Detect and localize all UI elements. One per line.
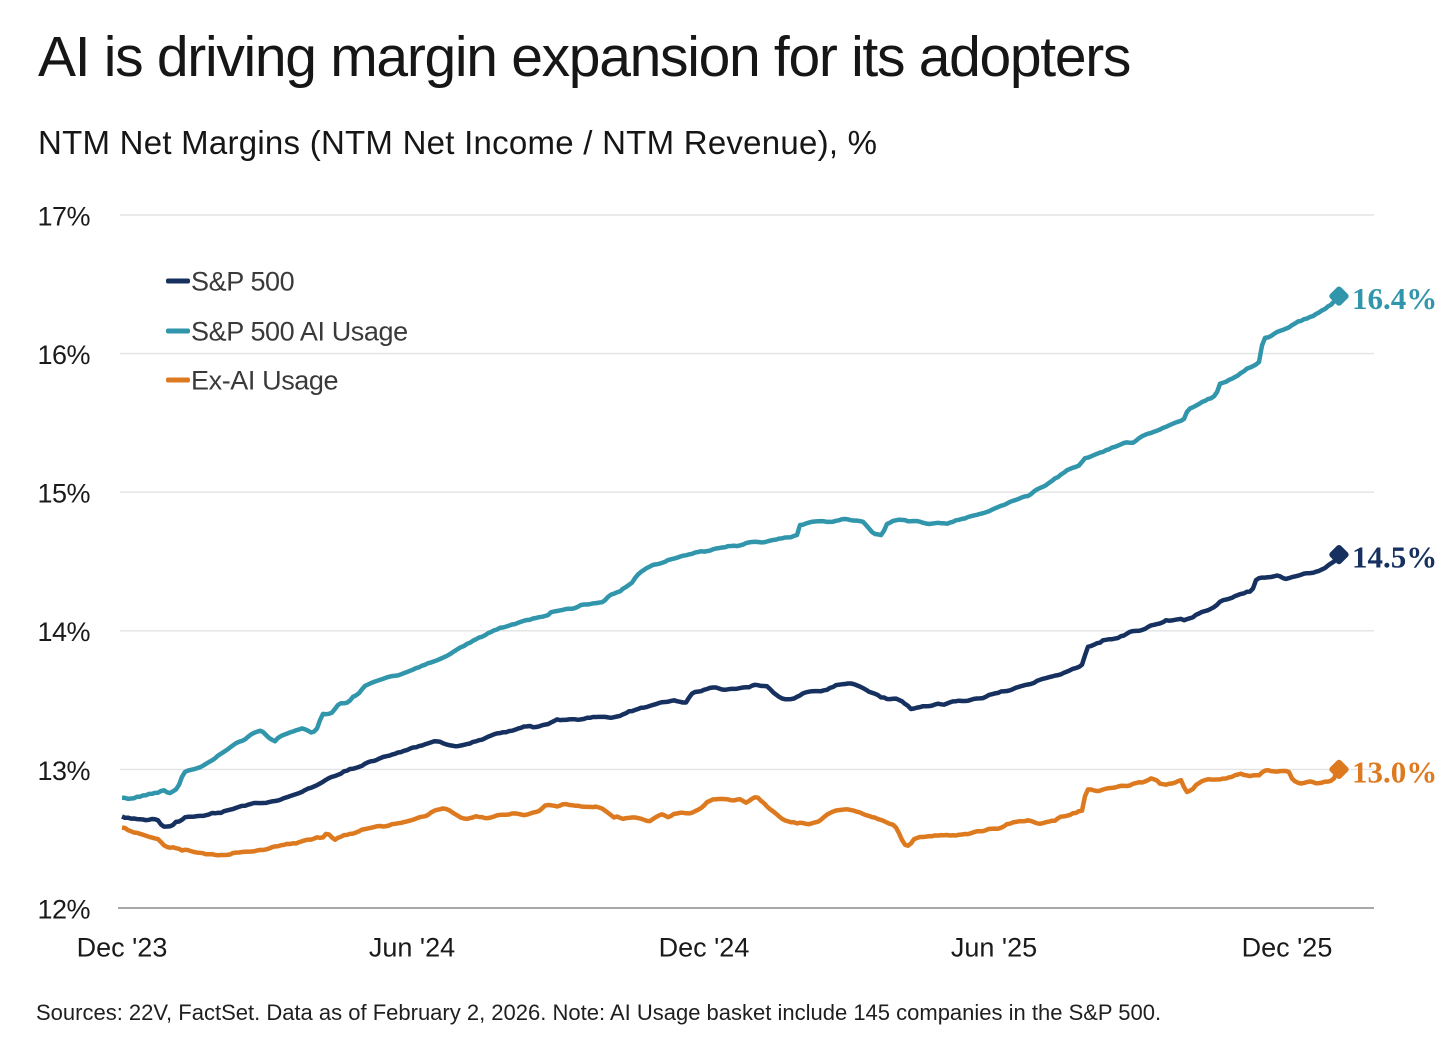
svg-text:16%: 16%: [37, 340, 90, 370]
svg-text:12%: 12%: [37, 894, 90, 924]
svg-text:15%: 15%: [37, 479, 90, 509]
svg-text:Dec '24: Dec '24: [659, 933, 750, 963]
svg-text:Jun '24: Jun '24: [369, 933, 455, 963]
svg-text:Ex-AI Usage: Ex-AI Usage: [191, 366, 338, 396]
svg-text:16.4%: 16.4%: [1352, 281, 1437, 316]
svg-text:14.5%: 14.5%: [1352, 540, 1437, 575]
svg-text:NTM Net Margins (NTM Net Incom: NTM Net Margins (NTM Net Income / NTM Re…: [38, 124, 877, 161]
svg-text:17%: 17%: [37, 201, 90, 231]
svg-text:Jun '25: Jun '25: [951, 933, 1037, 963]
svg-text:14%: 14%: [37, 617, 90, 647]
svg-text:Dec '25: Dec '25: [1242, 933, 1333, 963]
svg-text:S&P 500: S&P 500: [191, 267, 294, 297]
svg-text:S&P 500 AI Usage: S&P 500 AI Usage: [191, 317, 408, 347]
svg-text:Sources: 22V, FactSet. Data as: Sources: 22V, FactSet. Data as of Februa…: [36, 1000, 1161, 1025]
svg-text:13%: 13%: [37, 756, 90, 786]
svg-text:Dec '23: Dec '23: [77, 933, 168, 963]
svg-text:13.0%: 13.0%: [1352, 754, 1437, 789]
svg-text:AI is driving margin expansion: AI is driving margin expansion for its a…: [38, 25, 1130, 89]
